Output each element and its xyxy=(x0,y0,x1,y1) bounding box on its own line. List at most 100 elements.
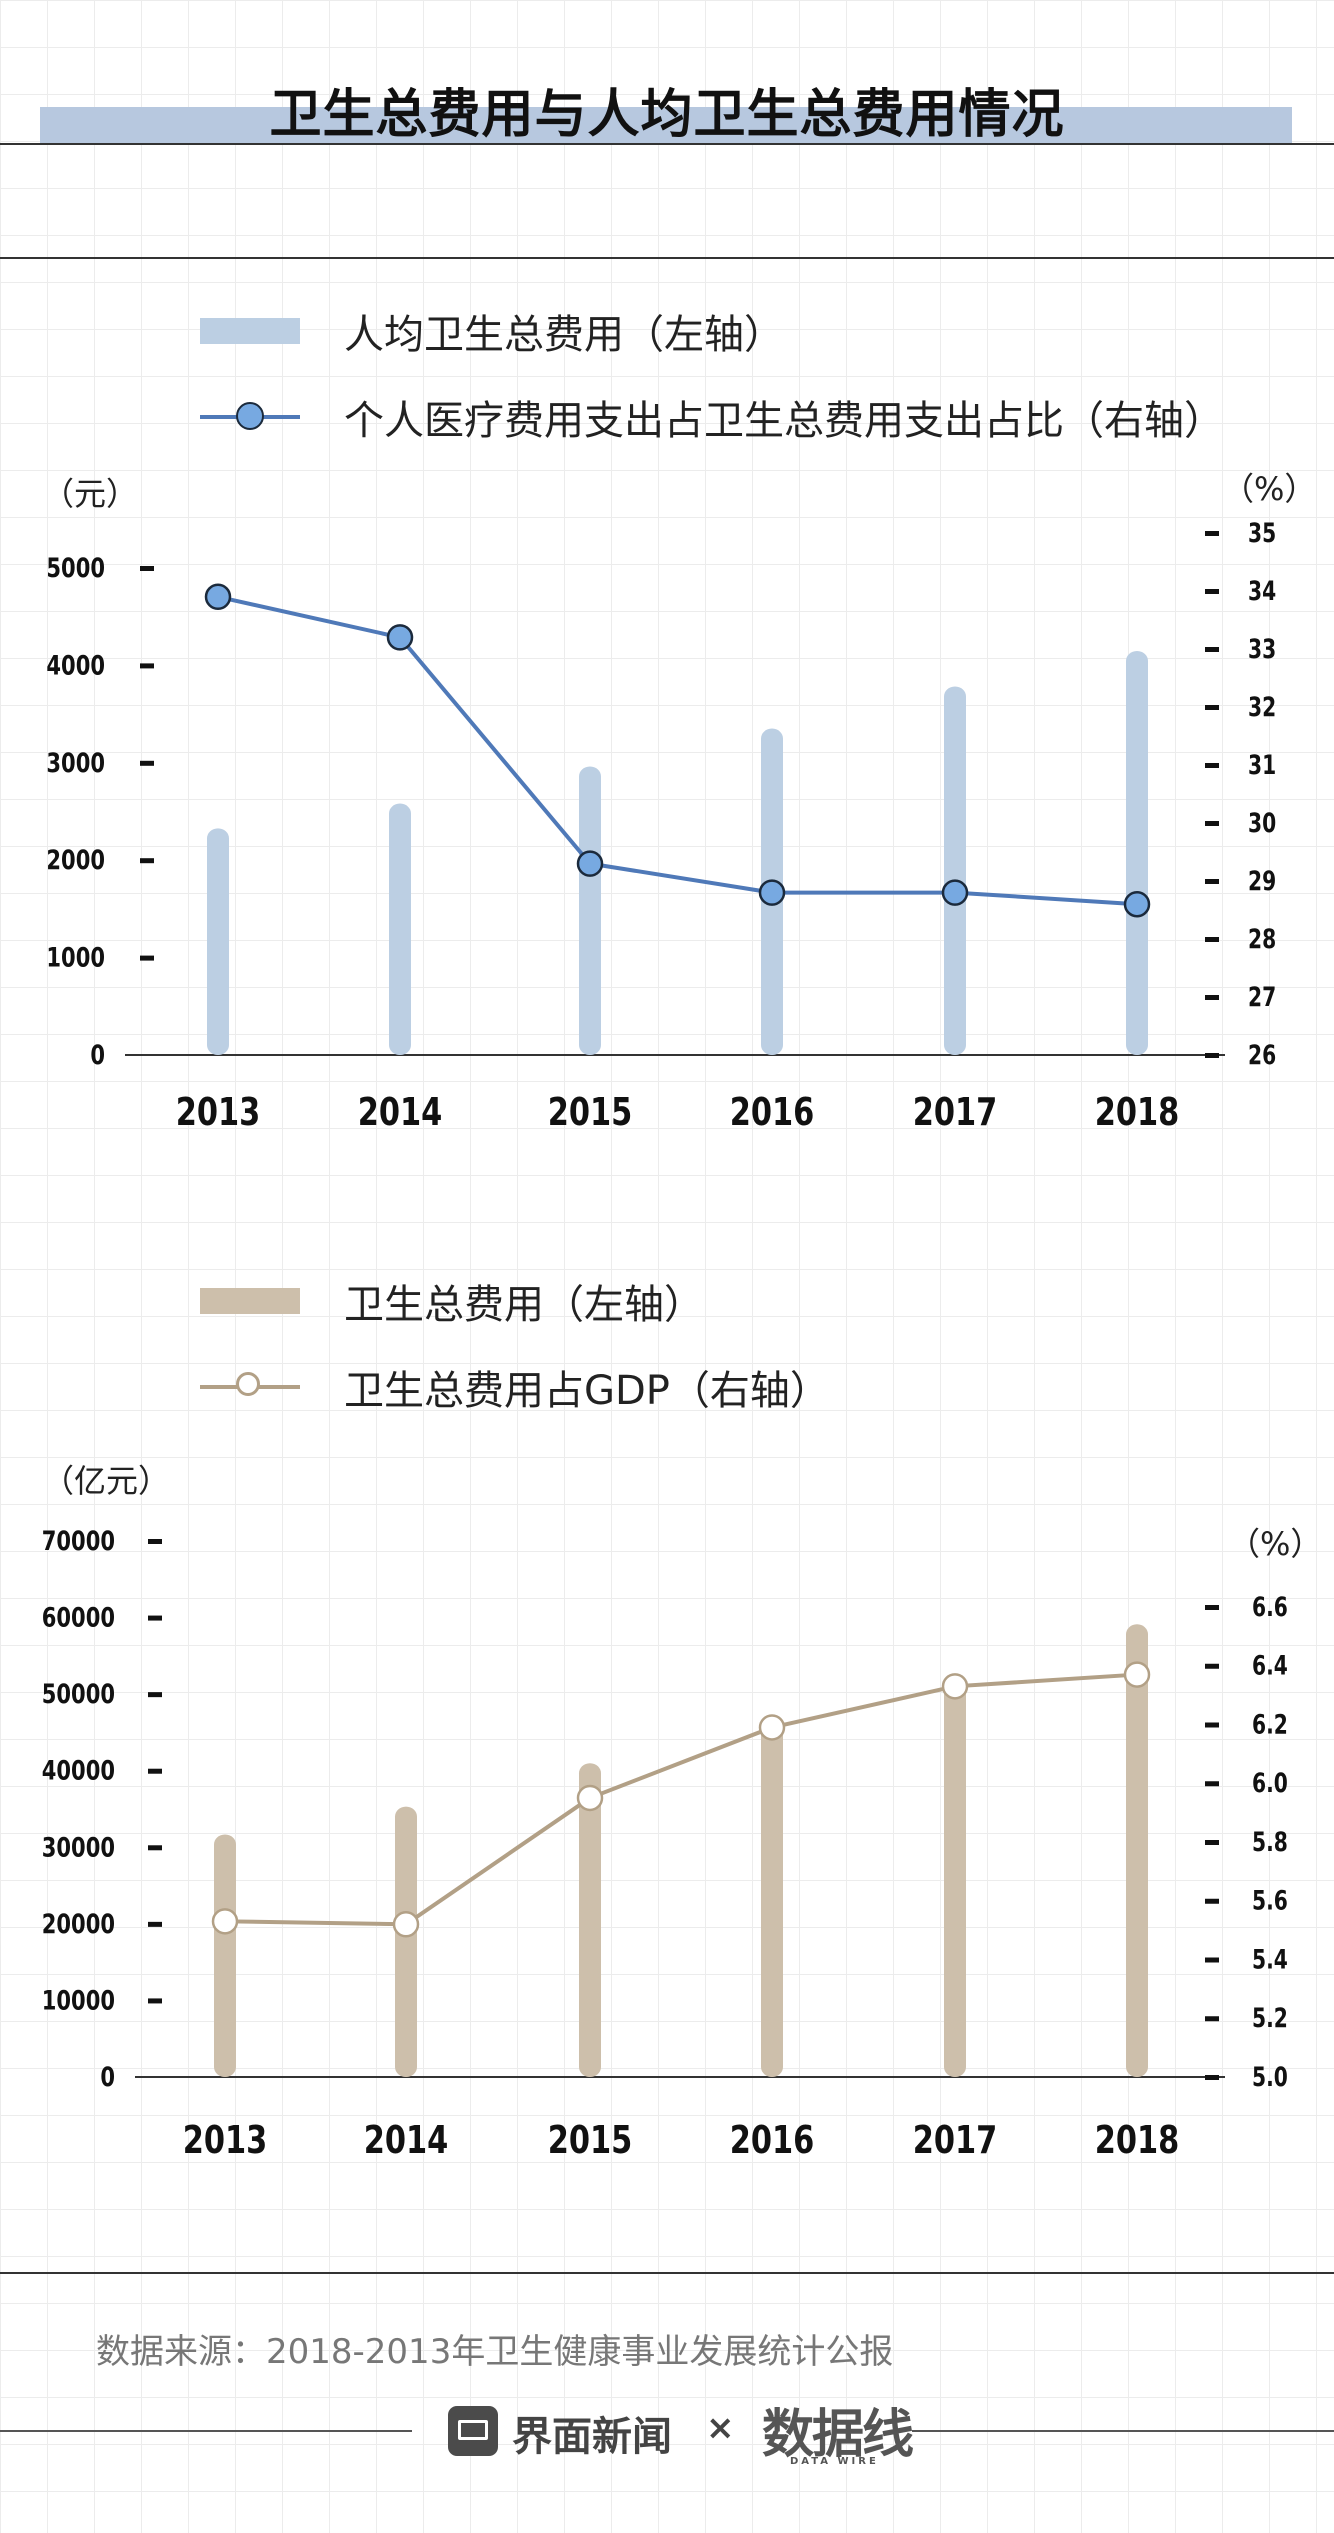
left-tick-label: 5000 xyxy=(46,552,105,583)
line-point xyxy=(204,583,232,611)
left-tick-mark xyxy=(148,1539,162,1544)
bar xyxy=(1126,650,1148,1055)
legend-swatch-line xyxy=(200,1371,300,1403)
bar xyxy=(579,766,601,1055)
bar xyxy=(761,1722,783,2077)
left-tick-mark xyxy=(148,1921,162,1927)
x-tick-label: 2013 xyxy=(183,2119,268,2163)
right-tick-label: 5.2 xyxy=(1252,2002,1288,2034)
data-source: 数据来源：2018-2013年卫生健康事业发展统计公报 xyxy=(96,2332,894,2372)
right-axis-unit: （%） xyxy=(1228,1525,1322,1563)
right-tick-label: 29 xyxy=(1248,865,1276,897)
right-tick-mark xyxy=(1205,1053,1219,1058)
title-rule xyxy=(0,143,1334,145)
divider-bottom xyxy=(0,2272,1334,2274)
right-tick-label: 26 xyxy=(1248,1039,1276,1071)
right-tick-mark xyxy=(1205,821,1219,826)
right-tick-label: 5.8 xyxy=(1252,1826,1288,1858)
right-tick-label: 34 xyxy=(1248,575,1276,607)
left-tick-mark xyxy=(140,566,154,571)
right-tick-label: 31 xyxy=(1248,749,1276,781)
legend-item-personal-share: 个人医疗费用支出占卫生总费用支出占比（右轴） xyxy=(200,388,1224,446)
legend-label: 卫生总费用占GDP（右轴） xyxy=(344,1368,830,1414)
line-point xyxy=(576,850,604,877)
left-axis-unit: （元） xyxy=(42,475,138,513)
right-tick-label: 30 xyxy=(1248,807,1276,839)
line-point xyxy=(386,624,414,651)
legend-item-total-expense: 卫生总费用（左轴） xyxy=(200,1272,704,1330)
right-tick-mark xyxy=(1205,705,1219,710)
series-line xyxy=(217,594,1138,907)
x-tick-label: 2015 xyxy=(548,1091,633,1135)
right-tick-mark xyxy=(1205,1605,1219,1610)
left-tick-mark xyxy=(148,1768,162,1774)
left-tick-label: 2000 xyxy=(46,845,105,876)
left-tick-mark xyxy=(140,760,154,766)
right-tick-label: 5.0 xyxy=(1252,2061,1288,2093)
x-tick-label: 2018 xyxy=(1095,1091,1180,1135)
legend-label: 人均卫生总费用（左轴） xyxy=(344,312,784,358)
left-tick-label: 3000 xyxy=(46,747,105,778)
left-tick-mark xyxy=(148,1998,162,2004)
right-tick-label: 6.6 xyxy=(1252,1591,1288,1623)
right-tick-label: 6.0 xyxy=(1252,1767,1288,1799)
right-tick-label: 27 xyxy=(1248,981,1276,1013)
left-tick-label: 20000 xyxy=(42,1908,115,1939)
x-tick-label: 2014 xyxy=(358,1091,443,1135)
legend-swatch-bar xyxy=(200,1288,300,1314)
line-point xyxy=(576,1784,604,1812)
legend-item-gdp-share: 卫生总费用占GDP（右轴） xyxy=(200,1358,830,1416)
left-tick-label: 70000 xyxy=(42,1525,115,1556)
left-tick-mark xyxy=(148,1615,162,1621)
right-axis-unit: （%） xyxy=(1222,470,1316,508)
line-point xyxy=(941,879,969,906)
x-tick-label: 2014 xyxy=(364,2119,449,2163)
x-tick-label: 2016 xyxy=(730,1091,815,1135)
left-axis-unit: （亿元） xyxy=(42,1462,170,1500)
brand-name: 界面新闻 xyxy=(512,2414,672,2460)
brand-logo-icon xyxy=(448,2406,498,2456)
left-tick-label: 50000 xyxy=(42,1679,115,1710)
left-tick-mark xyxy=(140,955,154,961)
title-band xyxy=(40,107,1292,145)
right-tick-label: 32 xyxy=(1248,691,1276,723)
line-point xyxy=(758,879,786,906)
right-tick-label: 28 xyxy=(1248,923,1276,955)
right-tick-mark xyxy=(1205,531,1219,536)
legend-swatch-bar xyxy=(200,318,300,344)
bar xyxy=(214,1834,236,2077)
partner-logo-subtitle: DATA WIRE xyxy=(790,2456,879,2467)
legend-item-per-capita: 人均卫生总费用（左轴） xyxy=(200,302,784,360)
line-point xyxy=(941,1673,969,1700)
brand-separator: × xyxy=(706,2408,735,2448)
left-tick-mark xyxy=(140,858,154,864)
left-tick-label: 4000 xyxy=(46,650,105,681)
x-tick-label: 2018 xyxy=(1095,2119,1180,2163)
partner-logo: 数据线 xyxy=(762,2404,914,2465)
right-tick-label: 5.6 xyxy=(1252,1885,1288,1917)
right-tick-label: 33 xyxy=(1248,633,1276,665)
x-tick-label: 2017 xyxy=(913,1091,998,1135)
x-tick-label: 2017 xyxy=(913,2119,998,2163)
divider-top xyxy=(0,257,1334,259)
left-tick-label: 1000 xyxy=(46,942,105,973)
left-tick-label: 60000 xyxy=(42,1602,115,1633)
left-tick-label: 10000 xyxy=(42,1985,115,2016)
line-point xyxy=(1123,890,1151,918)
right-tick-mark xyxy=(1205,1957,1219,1963)
left-tick-label: 0 xyxy=(100,2061,115,2092)
right-tick-label: 6.4 xyxy=(1252,1650,1288,1682)
right-tick-mark xyxy=(1205,879,1219,884)
footer-rule-right xyxy=(912,2430,1334,2432)
left-tick-label: 0 xyxy=(90,1039,105,1070)
line-point xyxy=(211,1908,239,1935)
left-tick-mark xyxy=(140,663,154,669)
page-title: 卫生总费用与人均卫生总费用情况 xyxy=(269,85,1065,145)
series-line xyxy=(224,1672,1138,1927)
right-tick-mark xyxy=(1205,1663,1219,1669)
right-tick-mark xyxy=(1205,1898,1219,1904)
right-tick-mark xyxy=(1205,589,1219,594)
legend-label: 卫生总费用（左轴） xyxy=(344,1282,704,1328)
right-tick-label: 5.4 xyxy=(1252,1944,1288,1976)
right-tick-mark xyxy=(1205,1840,1219,1845)
